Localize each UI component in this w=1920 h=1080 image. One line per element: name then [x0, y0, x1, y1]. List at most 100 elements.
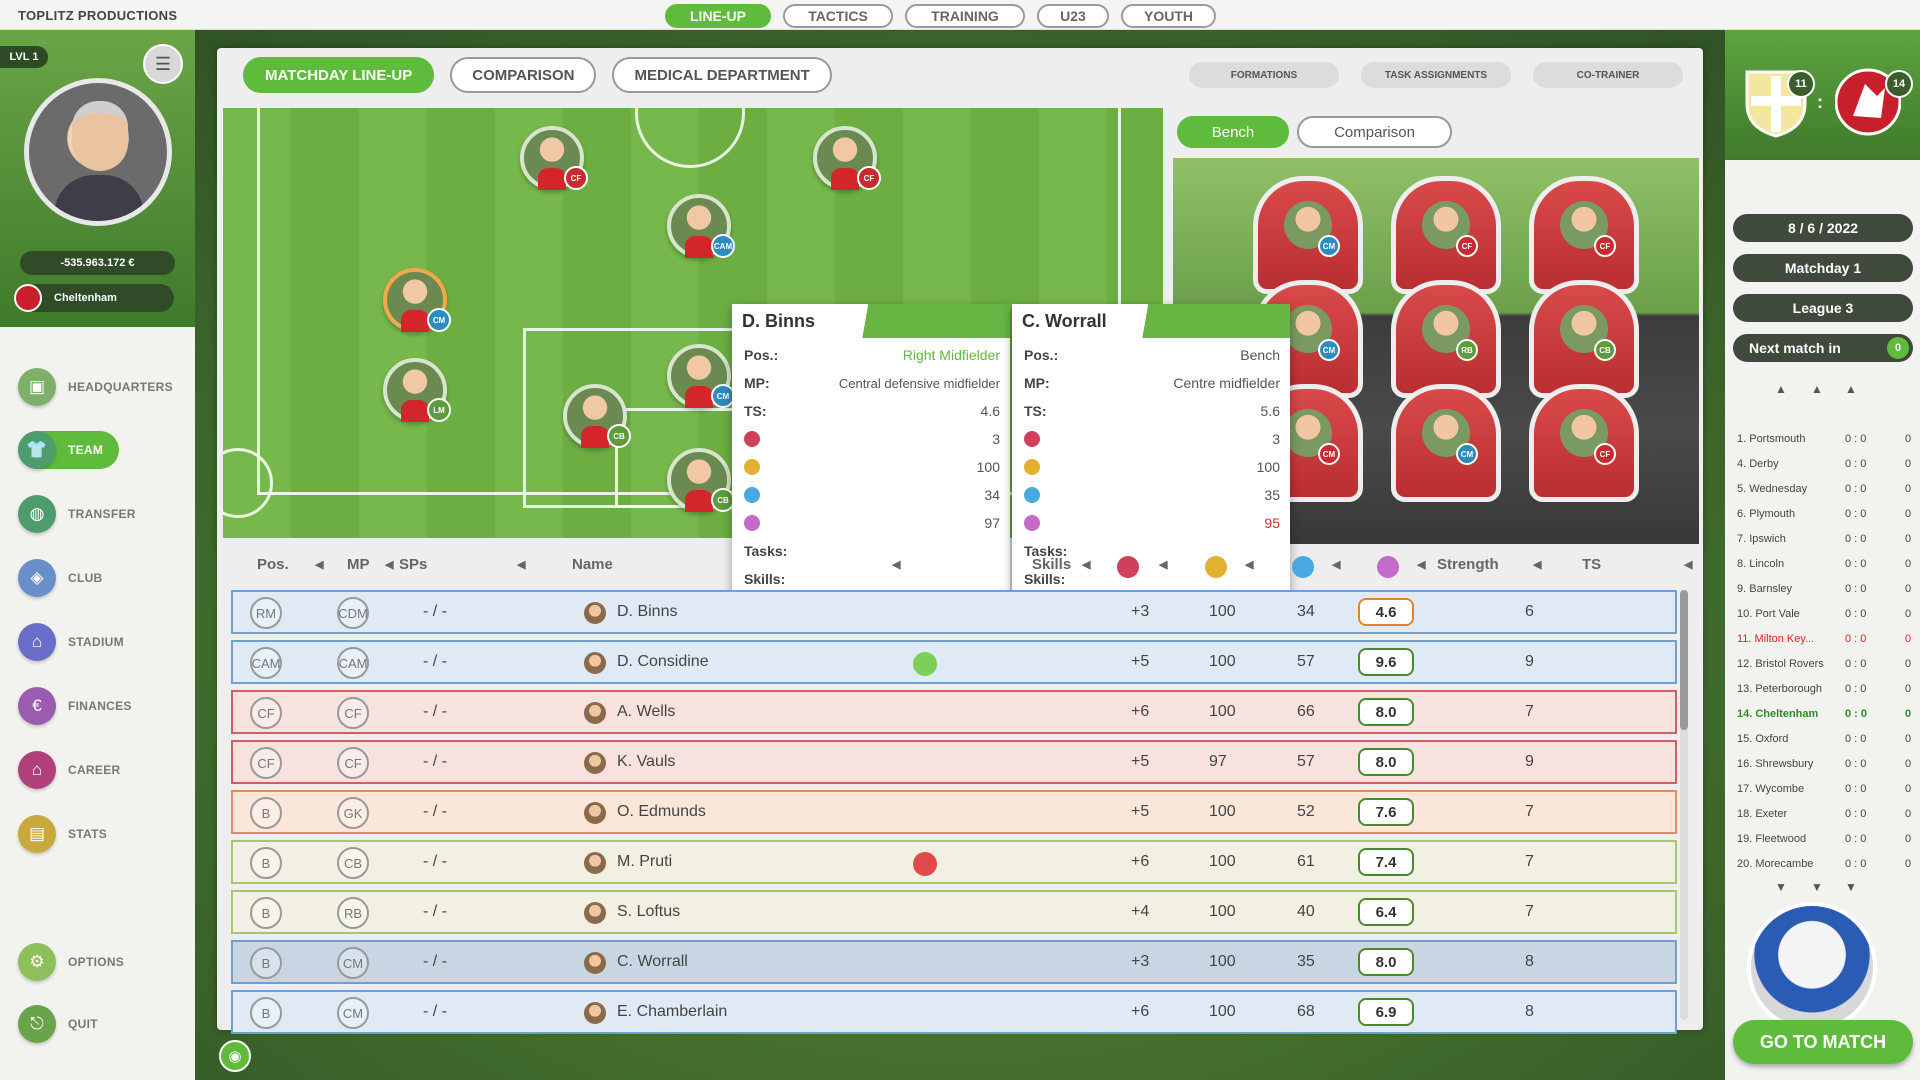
sort-arrow-icon[interactable]: ◀: [1332, 559, 1341, 571]
table-row[interactable]: B CM - / - E. Chamberlain +6 100 68 81 8…: [231, 990, 1677, 1034]
pitch-player[interactable]: CAM: [667, 194, 735, 258]
sort-arrow-icon[interactable]: ◀: [315, 559, 324, 571]
league-row[interactable]: 13. Peterborough 0 : 0 0: [1733, 676, 1919, 701]
skill-icon[interactable]: [913, 852, 937, 876]
table-row[interactable]: B GK - / - O. Edmunds +5 100 52 92 7 7.6: [231, 790, 1677, 834]
formations-button[interactable]: FORMATIONS: [1189, 62, 1339, 88]
bench-seat[interactable]: CF: [1529, 384, 1639, 502]
league-display[interactable]: League 3: [1733, 294, 1913, 322]
league-row[interactable]: 7. Ipswich 0 : 0 0: [1733, 526, 1919, 551]
task-assignments-button[interactable]: TASK ASSIGNMENTS: [1361, 62, 1511, 88]
mood-icon[interactable]: [1377, 556, 1399, 578]
scroll-down-icon[interactable]: ▼: [1845, 880, 1857, 894]
table-row[interactable]: CF CF - / - K. Vauls +5 97 57 83 9 8.0: [231, 740, 1677, 784]
nav-headquarters[interactable]: ▣ HEADQUARTERS: [18, 367, 173, 407]
scroll-up-icon[interactable]: ▲: [1775, 382, 1787, 396]
sort-arrow-icon[interactable]: ◀: [1684, 559, 1693, 571]
nav-transfer[interactable]: ◍ TRANSFER: [18, 494, 136, 534]
bench-seat[interactable]: CM: [1253, 176, 1363, 294]
table-scrollbar[interactable]: [1680, 590, 1688, 1020]
sort-arrow-icon[interactable]: ◀: [1159, 559, 1168, 571]
col-mp[interactable]: MP: [347, 556, 370, 573]
table-row[interactable]: B RB - / - S. Loftus +4 100 40 80 7 6.4: [231, 890, 1677, 934]
league-row[interactable]: 10. Port Vale 0 : 0 0: [1733, 601, 1919, 626]
table-row[interactable]: CF CF - / - A. Wells +6 100 66 99 7 8.0: [231, 690, 1677, 734]
col-name[interactable]: Name: [572, 556, 613, 573]
tab-youth[interactable]: YOUTH: [1121, 4, 1216, 28]
sort-arrow-icon[interactable]: ◀: [1082, 559, 1091, 571]
league-row[interactable]: 12. Bristol Rovers 0 : 0 0: [1733, 651, 1919, 676]
sort-arrow-icon[interactable]: ◀: [892, 559, 901, 571]
nav-finances[interactable]: € FINANCES: [18, 686, 132, 726]
player-name[interactable]: S. Loftus: [617, 903, 681, 920]
bench-seat[interactable]: CF: [1391, 176, 1501, 294]
scroll-up-icon[interactable]: ▲: [1845, 382, 1857, 396]
league-row[interactable]: 17. Wycombe 0 : 0 0: [1733, 776, 1919, 801]
player-name[interactable]: D. Binns: [617, 603, 678, 620]
nav-club[interactable]: ◈ CLUB: [18, 558, 103, 598]
tab-medical-department[interactable]: MEDICAL DEPARTMENT: [612, 57, 832, 93]
league-row[interactable]: 18. Exeter 0 : 0 0: [1733, 801, 1919, 826]
scroll-down-icon[interactable]: ▼: [1775, 880, 1787, 894]
nav-quit[interactable]: ⎋ QUIT: [18, 1004, 98, 1044]
freshness-icon[interactable]: [1292, 556, 1314, 578]
sort-arrow-icon[interactable]: ◀: [1245, 559, 1254, 571]
bench-seat[interactable]: CM: [1391, 384, 1501, 502]
tab-u23[interactable]: U23: [1037, 4, 1109, 28]
league-row[interactable]: 20. Morecambe 0 : 0 0: [1733, 851, 1919, 876]
pitch-player[interactable]: CF: [520, 126, 588, 190]
sort-arrow-icon[interactable]: ◀: [1533, 559, 1542, 571]
manager-portrait[interactable]: [24, 78, 172, 226]
player-name[interactable]: K. Vauls: [617, 753, 676, 770]
go-to-match-button[interactable]: GO TO MATCH: [1733, 1020, 1913, 1064]
league-row[interactable]: 14. Cheltenham 0 : 0 0: [1733, 701, 1919, 726]
co-trainer-button[interactable]: CO-TRAINER: [1533, 62, 1683, 88]
table-row[interactable]: B CM - / - C. Worrall +3 100 35 95 8 8.0: [231, 940, 1677, 984]
league-row[interactable]: 6. Plymouth 0 : 0 0: [1733, 501, 1919, 526]
sort-arrow-icon[interactable]: ◀: [517, 559, 526, 571]
bench-seat[interactable]: CF: [1529, 176, 1639, 294]
skill-icon[interactable]: [913, 652, 937, 676]
player-name[interactable]: C. Worrall: [617, 953, 688, 970]
bench-seat[interactable]: CB: [1529, 280, 1639, 398]
club-row[interactable]: Cheltenham: [14, 284, 174, 312]
col-pos[interactable]: Pos.: [257, 556, 289, 573]
scroll-up-icon[interactable]: ▲: [1811, 382, 1823, 396]
nav-options[interactable]: ⚙ OPTIONS: [18, 942, 124, 982]
pitch-player[interactable]: CB: [563, 384, 631, 448]
league-row[interactable]: 4. Derby 0 : 0 0: [1733, 451, 1919, 476]
tab-line-up[interactable]: LINE-UP: [665, 4, 771, 28]
player-name[interactable]: D. Considine: [617, 653, 709, 670]
pitch-player[interactable]: LM: [383, 358, 451, 422]
nav-stats[interactable]: ▤ STATS: [18, 814, 107, 854]
tab-bench-comparison[interactable]: Comparison: [1297, 116, 1452, 148]
scroll-down-icon[interactable]: ▼: [1811, 880, 1823, 894]
league-row[interactable]: 8. Lincoln 0 : 0 0: [1733, 551, 1919, 576]
manager-settings-button[interactable]: ☰: [143, 44, 183, 84]
league-row[interactable]: 5. Wednesday 0 : 0 0: [1733, 476, 1919, 501]
league-row[interactable]: 16. Shrewsbury 0 : 0 0: [1733, 751, 1919, 776]
nav-stadium[interactable]: ⌂ STADIUM: [18, 622, 124, 662]
league-row[interactable]: 11. Milton Key... 0 : 0 0: [1733, 626, 1919, 651]
tab-training[interactable]: TRAINING: [905, 4, 1025, 28]
col-strength[interactable]: Strength: [1437, 556, 1499, 573]
tab-bench[interactable]: Bench: [1177, 116, 1289, 148]
pitch-player[interactable]: CF: [813, 126, 881, 190]
tab-comparison[interactable]: COMPARISON: [450, 57, 597, 93]
table-row[interactable]: B CB - / - M. Pruti +6 100 61 88 7 7.4: [231, 840, 1677, 884]
table-row[interactable]: RM CDM - / - D. Binns +3 100 34 97 6 4.6: [231, 590, 1677, 634]
scrollbar-thumb[interactable]: [1680, 590, 1688, 730]
form-icon[interactable]: [1117, 556, 1139, 578]
tab-tactics[interactable]: TACTICS: [783, 4, 893, 28]
league-row[interactable]: 9. Barnsley 0 : 0 0: [1733, 576, 1919, 601]
player-name[interactable]: O. Edmunds: [617, 803, 706, 820]
nav-team[interactable]: 👕 TEAM: [18, 430, 120, 470]
help-icon[interactable]: ◉: [219, 1040, 251, 1072]
player-name[interactable]: M. Pruti: [617, 853, 673, 870]
col-sps[interactable]: SPs: [399, 556, 428, 573]
col-ts[interactable]: TS: [1582, 556, 1602, 573]
player-name[interactable]: E. Chamberlain: [617, 1003, 728, 1020]
sort-arrow-icon[interactable]: ◀: [1417, 559, 1426, 571]
pitch-player[interactable]: CB: [667, 448, 735, 512]
